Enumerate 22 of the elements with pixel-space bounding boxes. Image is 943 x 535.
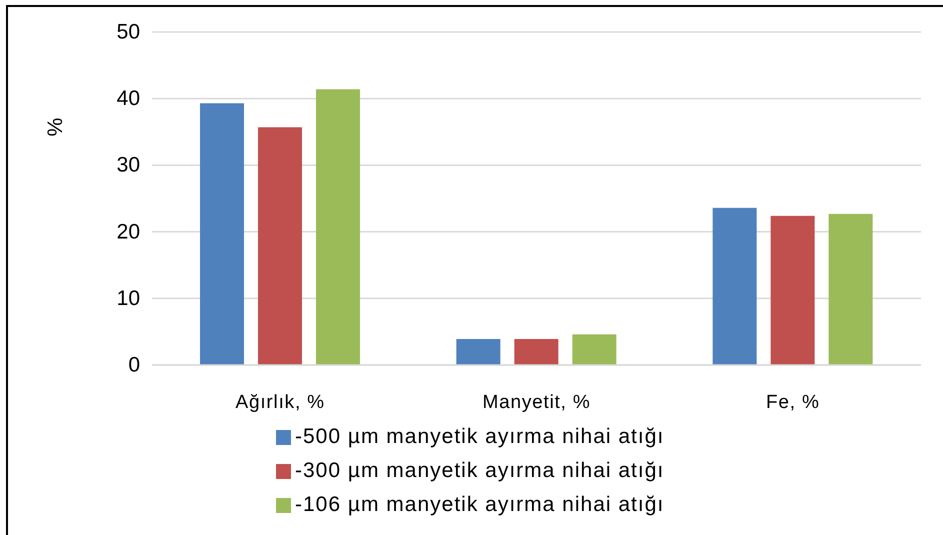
y-tick-label: 30 [116,154,140,177]
bar [828,214,873,365]
bar [770,216,815,365]
bar [200,103,244,365]
y-tick-label: 10 [116,286,140,310]
legend-label: -500 µm manyetik ayırma nihai atığı [295,425,664,448]
bar [712,208,757,365]
bar [258,127,302,365]
y-tick-label: 40 [116,87,140,110]
y-tick-label: 20 [116,220,140,244]
legend-label: -106 µm manyetik ayırma nihai atığı [295,493,664,516]
legend-label: -300 µm manyetik ayırma nihai atığı [295,459,664,482]
bar [316,89,360,365]
x-tick-label: Manyetit, % [482,392,591,413]
y-tick-label: 0 [128,354,140,376]
bar [456,339,500,365]
x-tick-label: Ağırlık, % [236,392,325,413]
y-tick-label: 50 [116,20,140,44]
bar [514,339,558,365]
bar [572,334,616,365]
y-axis-title: % [44,118,66,136]
x-tick-label: Fe, % [766,392,820,413]
